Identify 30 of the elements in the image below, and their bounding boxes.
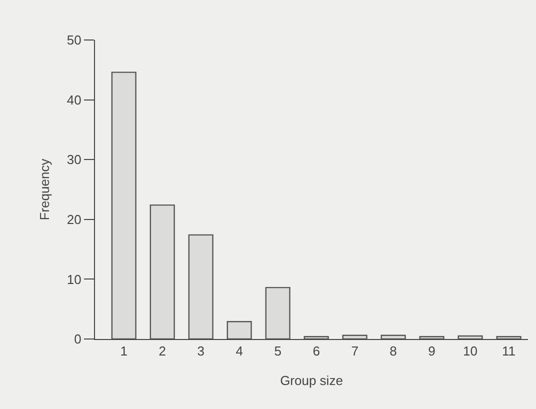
- y-tick-label: 40: [66, 92, 82, 108]
- x-tick-label: 11: [502, 344, 516, 359]
- y-tick-label: 20: [66, 212, 82, 227]
- bar: [496, 336, 522, 339]
- bar: [380, 334, 406, 339]
- y-axis-title: Frequency: [36, 158, 52, 220]
- bar: [226, 321, 252, 339]
- bar: [150, 204, 175, 339]
- bar: [265, 286, 290, 339]
- bar: [419, 336, 444, 339]
- x-tick-label: 5: [274, 344, 282, 359]
- bar: [111, 72, 136, 339]
- bar: [342, 334, 368, 339]
- x-tick-label: 7: [351, 344, 358, 359]
- x-tick-label: 8: [390, 344, 397, 359]
- y-tick-label: 30: [66, 152, 82, 168]
- x-tick-label: 3: [197, 344, 204, 359]
- x-tick-label: 10: [463, 344, 478, 359]
- y-tick-label: 10: [66, 272, 82, 287]
- x-tick-label: 6: [312, 344, 320, 359]
- x-tick-label: 2: [158, 344, 166, 359]
- x-tick-label: 1: [120, 344, 128, 359]
- bar: [458, 335, 483, 339]
- y-tick-label: 50: [66, 32, 82, 48]
- x-tick-label: 9: [428, 344, 436, 359]
- bar: [188, 234, 214, 339]
- x-tick-label: 4: [236, 344, 243, 359]
- y-tick-label: 0: [74, 332, 82, 347]
- x-axis-title: Group size: [280, 373, 343, 388]
- bar: [304, 336, 329, 339]
